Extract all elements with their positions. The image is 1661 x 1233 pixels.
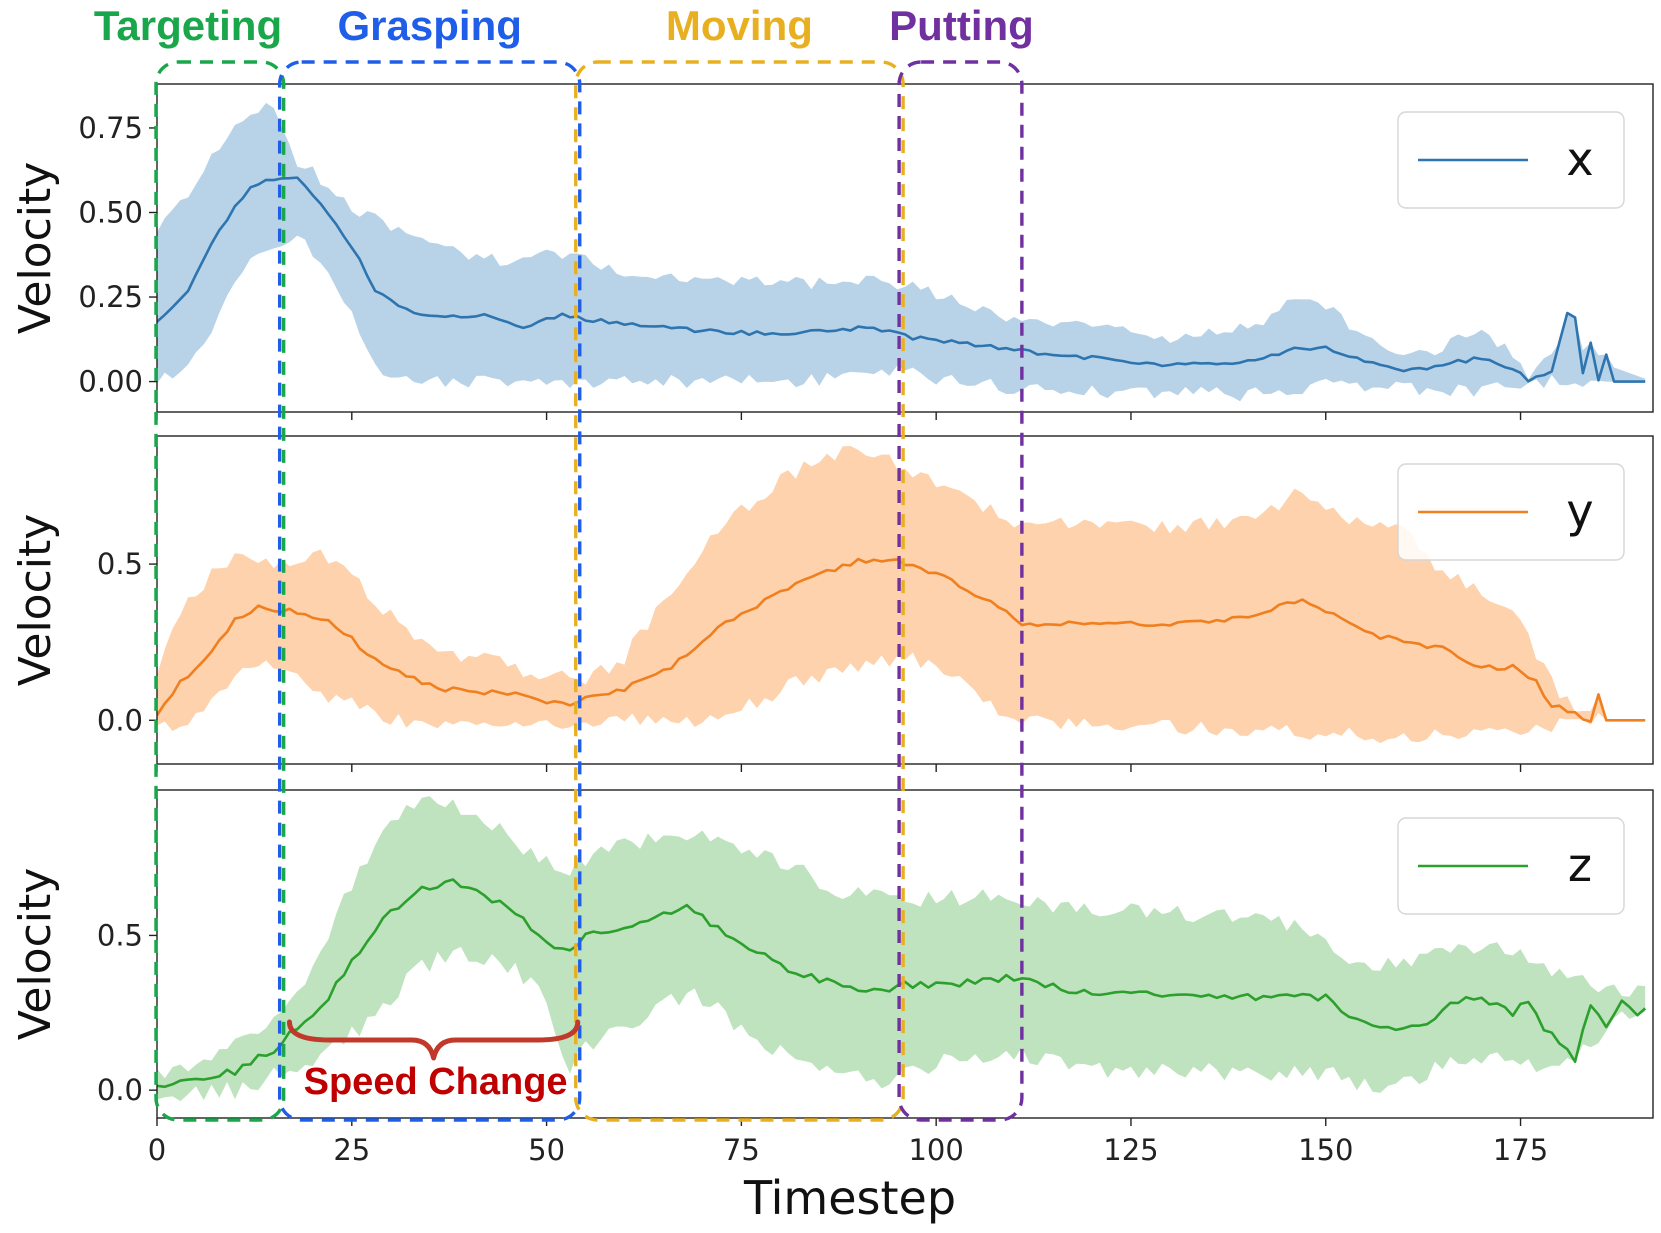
legend-z: z bbox=[1397, 817, 1625, 915]
x-tick-label: 100 bbox=[908, 1133, 963, 1167]
y-tick-label-z: 0.0 bbox=[97, 1073, 143, 1107]
phase-box-grasping bbox=[277, 60, 582, 1122]
phase-label-moving: Moving bbox=[666, 2, 813, 49]
x-tick-label: 150 bbox=[1298, 1133, 1353, 1167]
panel-x: 0.00 0.25 0.50 0.75 Velocity x bbox=[10, 83, 1654, 420]
panel-z: 0.0 0.5 0 25 50 75 100 125 150 175 Velocity z bbox=[10, 789, 1654, 1167]
axes-frame-z bbox=[156, 789, 1654, 1119]
y-tick-label-x: 0.75 bbox=[78, 111, 143, 145]
panel-y: 0.0 0.5 Velocity y bbox=[10, 435, 1654, 772]
legend-label-z: z bbox=[1568, 838, 1592, 892]
x-axis-label: Timestep bbox=[743, 1171, 956, 1225]
y-tick-label-x: 0.50 bbox=[78, 195, 143, 229]
phase-box-putting bbox=[897, 60, 1024, 1122]
legend-label-y: y bbox=[1566, 484, 1593, 538]
band-z bbox=[157, 796, 1646, 1102]
y-tick-label-y: 0.0 bbox=[97, 703, 143, 737]
series-line-y bbox=[157, 557, 1646, 723]
x-tick-label: 50 bbox=[528, 1133, 565, 1167]
y-axis-label-z: Velocity bbox=[10, 868, 61, 1041]
x-tick-label: 0 bbox=[148, 1133, 166, 1167]
y-axis-label-y: Velocity bbox=[10, 514, 61, 687]
phase-box-moving bbox=[574, 60, 905, 1122]
legend-x: x bbox=[1397, 111, 1625, 209]
y-axis-label-x: Velocity bbox=[10, 162, 61, 335]
speed-change-brace bbox=[286, 1019, 581, 1061]
phase-box-targeting bbox=[154, 60, 286, 1122]
phase-label-putting: Putting bbox=[889, 2, 1034, 49]
x-tick-label: 175 bbox=[1493, 1133, 1548, 1167]
series-line-x bbox=[157, 176, 1646, 383]
phase-label-targeting: Targeting bbox=[94, 2, 282, 49]
series-line-z bbox=[157, 878, 1647, 1089]
band-y bbox=[157, 446, 1646, 744]
y-tick-label-x: 0.25 bbox=[78, 280, 143, 314]
speed-change-label: Speed Change bbox=[304, 1061, 568, 1103]
y-tick-label-z: 0.5 bbox=[97, 918, 143, 952]
phase-label-grasping: Grasping bbox=[338, 2, 522, 49]
legend-label-x: x bbox=[1566, 132, 1593, 186]
x-tick-label: 25 bbox=[333, 1133, 370, 1167]
y-tick-label-x: 0.00 bbox=[78, 365, 143, 399]
y-tick-label-y: 0.5 bbox=[97, 547, 143, 581]
x-tick-label: 125 bbox=[1103, 1133, 1158, 1167]
x-tick-label: 75 bbox=[723, 1133, 760, 1167]
legend-y: y bbox=[1397, 463, 1625, 561]
